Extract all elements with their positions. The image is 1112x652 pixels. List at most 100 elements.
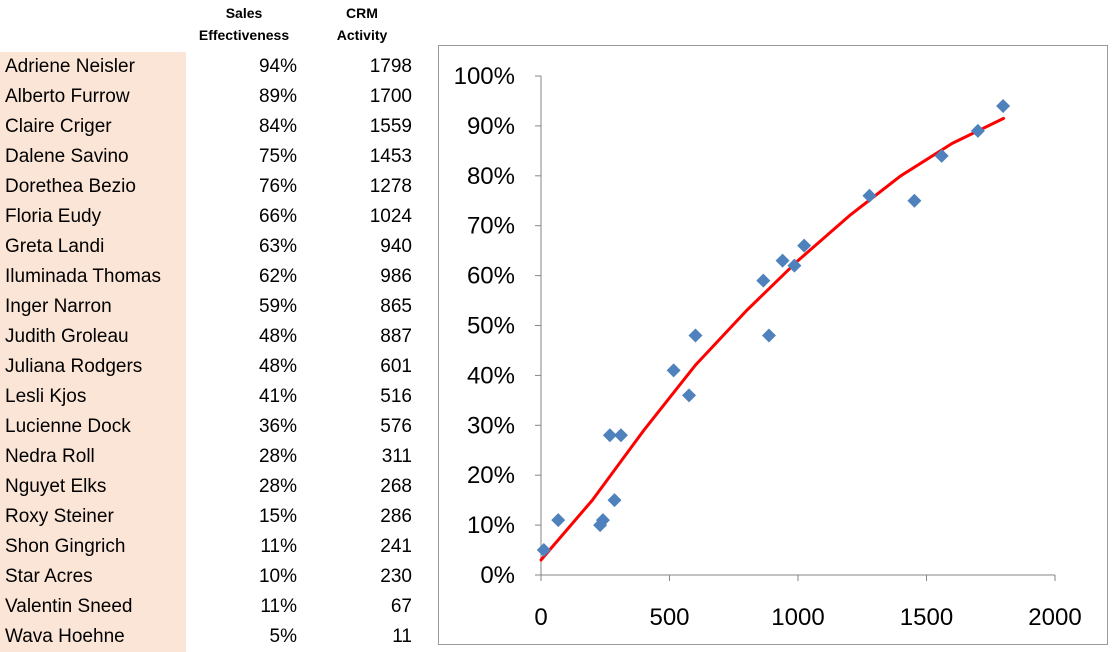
y-tick-label: 0% bbox=[480, 562, 515, 589]
data-point bbox=[688, 328, 703, 343]
sales-effectiveness-value: 36% bbox=[258, 416, 297, 437]
crm-activity-value: 311 bbox=[381, 446, 412, 467]
crm-activity-value: 1559 bbox=[369, 116, 412, 137]
salesperson-name: Judith Groleau bbox=[0, 322, 186, 352]
sales-effectiveness-value: 89% bbox=[258, 86, 297, 107]
data-point bbox=[756, 273, 771, 288]
crm-activity-value: 11 bbox=[392, 626, 412, 647]
sales-effectiveness-value: 5% bbox=[269, 626, 297, 647]
salesperson-name: Shon Gingrich bbox=[0, 532, 186, 562]
data-point bbox=[970, 123, 985, 138]
salesperson-name: Juliana Rodgers bbox=[0, 352, 186, 382]
crm-activity-value: 940 bbox=[380, 236, 412, 257]
sales-effectiveness-value: 28% bbox=[258, 476, 297, 497]
data-table: Adriene Neisler 94% 1798 Alberto Furrow 89% 1… bbox=[0, 52, 420, 652]
y-tick-label: 50% bbox=[467, 313, 515, 340]
crm-activity-value: 286 bbox=[380, 506, 412, 527]
y-tick-label: 100% bbox=[454, 63, 515, 90]
sales-effectiveness-value: 63% bbox=[258, 236, 297, 257]
sales-effectiveness-value: 84% bbox=[258, 116, 297, 137]
x-tick-label: 1000 bbox=[771, 604, 824, 631]
crm-activity-value: 601 bbox=[380, 356, 412, 377]
data-point bbox=[775, 253, 790, 268]
salesperson-name: Alberto Furrow bbox=[0, 82, 186, 112]
crm-activity-value: 67 bbox=[390, 596, 412, 617]
table-row: Greta Landi 63% 940 bbox=[0, 232, 420, 262]
y-tick-label: 70% bbox=[467, 213, 515, 240]
data-point bbox=[787, 258, 802, 273]
sales-effectiveness-value: 75% bbox=[258, 146, 297, 167]
table-row: Star Acres 10% 230 bbox=[0, 562, 420, 592]
sales-effectiveness-value: 48% bbox=[258, 356, 297, 377]
crm-activity-value: 1024 bbox=[369, 206, 412, 227]
y-tick-label: 90% bbox=[467, 113, 515, 140]
crm-activity-value: 230 bbox=[380, 566, 412, 587]
data-point bbox=[602, 428, 617, 443]
sales-effectiveness-value: 15% bbox=[258, 506, 297, 527]
sales-effectiveness-value: 94% bbox=[258, 56, 297, 77]
salesperson-name: Valentin Sneed bbox=[0, 592, 186, 622]
data-point bbox=[593, 518, 608, 533]
crm-activity-value: 268 bbox=[380, 476, 412, 497]
table-row: Iluminada Thomas 62% 986 bbox=[0, 262, 420, 292]
crm-activity-value: 1798 bbox=[369, 56, 412, 77]
table-row: Valentin Sneed 11% 67 bbox=[0, 592, 420, 622]
crm-activity-value: 516 bbox=[380, 386, 412, 407]
y-tick-label: 20% bbox=[467, 462, 515, 489]
table-row: Judith Groleau 48% 887 bbox=[0, 322, 420, 352]
x-tick-label: 1500 bbox=[900, 604, 953, 631]
salesperson-name: Dalene Savino bbox=[0, 142, 186, 172]
table-row: Claire Criger 84% 1559 bbox=[0, 112, 420, 142]
crm-activity-value: 241 bbox=[380, 536, 412, 557]
salesperson-name: Nedra Roll bbox=[0, 442, 186, 472]
data-point bbox=[862, 188, 877, 203]
data-point bbox=[666, 363, 681, 378]
table-row: Juliana Rodgers 48% 601 bbox=[0, 352, 420, 382]
chart-canvas: 0% 10% 20% 30% 40% 50% 60% 70% 80% 90% 100% 0 500 100… bbox=[454, 63, 1082, 631]
crm-activity-value: 1278 bbox=[369, 176, 412, 197]
crm-activity-value: 986 bbox=[380, 266, 412, 287]
scatter-chart: 0% 10% 20% 30% 40% 50% 60% 70% 80% 90% 100% 0 500 100… bbox=[438, 45, 1108, 645]
salesperson-name: Claire Criger bbox=[0, 112, 186, 142]
table-row: Inger Narron 59% 865 bbox=[0, 292, 420, 322]
table-row: Dorethea Bezio 76% 1278 bbox=[0, 172, 420, 202]
sales-effectiveness-value: 66% bbox=[258, 206, 297, 227]
y-tick-label: 30% bbox=[467, 412, 515, 439]
table-row: Adriene Neisler 94% 1798 bbox=[0, 52, 420, 82]
header-sales-effectiveness: Sales Effectiveness bbox=[198, 5, 290, 43]
data-point bbox=[797, 238, 812, 253]
table-row: Nguyet Elks 28% 268 bbox=[0, 472, 420, 502]
trendline bbox=[539, 116, 1006, 562]
crm-activity-value: 1700 bbox=[369, 86, 412, 107]
y-tick-label: 60% bbox=[467, 263, 515, 290]
salesperson-name: Greta Landi bbox=[0, 232, 186, 262]
salesperson-name: Adriene Neisler bbox=[0, 52, 186, 82]
salesperson-name: Floria Eudy bbox=[0, 202, 186, 232]
salesperson-name: Iluminada Thomas bbox=[0, 262, 186, 292]
header-crm-activity: CRM Activity bbox=[336, 5, 388, 43]
crm-activity-value: 887 bbox=[380, 326, 412, 347]
salesperson-name: Lesli Kjos bbox=[0, 382, 186, 412]
sales-effectiveness-value: 10% bbox=[258, 566, 297, 587]
x-tick-label: 500 bbox=[649, 604, 689, 631]
sales-effectiveness-value: 76% bbox=[258, 176, 297, 197]
data-point bbox=[682, 388, 697, 403]
sales-effectiveness-value: 11% bbox=[260, 536, 297, 557]
table-row: Lucienne Dock 36% 576 bbox=[0, 412, 420, 442]
table-row: Shon Gingrich 11% 241 bbox=[0, 532, 420, 562]
salesperson-name: Roxy Steiner bbox=[0, 502, 186, 532]
y-tick-label: 40% bbox=[467, 362, 515, 389]
x-tick-label: 2000 bbox=[1028, 604, 1081, 631]
sales-effectiveness-value: 41% bbox=[258, 386, 297, 407]
sales-effectiveness-value: 11% bbox=[260, 596, 297, 617]
data-point bbox=[761, 328, 776, 343]
salesperson-name: Dorethea Bezio bbox=[0, 172, 186, 202]
sales-effectiveness-value: 59% bbox=[258, 296, 297, 317]
table-row: Nedra Roll 28% 311 bbox=[0, 442, 420, 472]
data-point bbox=[607, 493, 622, 508]
data-point bbox=[551, 513, 566, 528]
data-point bbox=[536, 543, 551, 558]
table-row: Roxy Steiner 15% 286 bbox=[0, 502, 420, 532]
y-tick-label: 80% bbox=[467, 163, 515, 190]
salesperson-name: Lucienne Dock bbox=[0, 412, 186, 442]
